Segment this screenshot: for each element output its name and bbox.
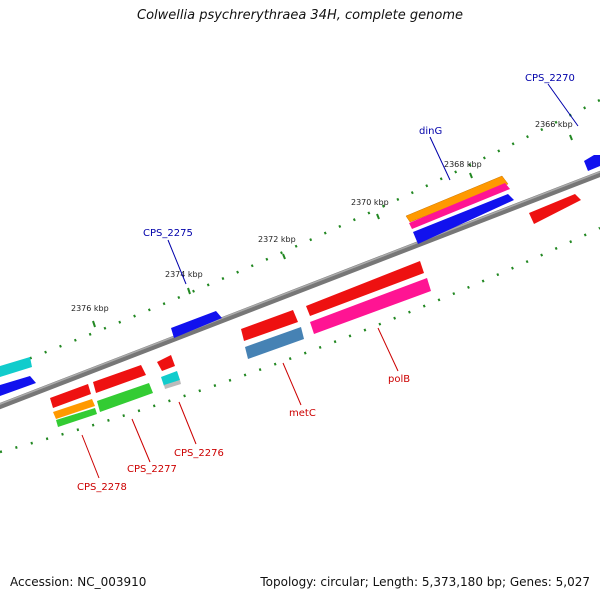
gene-dinG-b[interactable] xyxy=(409,183,510,229)
tick-label-2368: 2368 kbp xyxy=(444,160,482,169)
tick-label-2372: 2372 kbp xyxy=(258,235,296,244)
leader-cps2278 xyxy=(81,434,100,479)
tick-label-2370: 2370 kbp xyxy=(351,198,389,207)
gene-left-blue[interactable] xyxy=(0,376,36,396)
gene-cps2276-gray[interactable] xyxy=(164,380,181,389)
leader-polB xyxy=(377,327,399,372)
tick-label-2374: 2374 kbp xyxy=(165,270,203,279)
leader-dinG xyxy=(429,136,451,181)
gene-left-cyan[interactable] xyxy=(0,357,32,377)
gene-dinG-a[interactable] xyxy=(405,175,509,223)
major-tick xyxy=(282,253,286,260)
gene-polB-red[interactable] xyxy=(306,261,424,316)
gene-cps2276-red[interactable] xyxy=(157,355,175,371)
gene-label-cps2270[interactable]: CPS_2270 xyxy=(525,73,575,84)
major-tick xyxy=(569,134,573,141)
leader-cps2277 xyxy=(131,418,151,463)
genome-backbone xyxy=(0,170,600,410)
gene-cps2277-red[interactable] xyxy=(93,365,146,393)
tick-label-2366: 2366 kbp xyxy=(535,120,573,129)
leader-cps2275 xyxy=(167,239,187,285)
gene-label-cps2275[interactable]: CPS_2275 xyxy=(143,228,193,239)
reverse-genes xyxy=(50,194,581,427)
major-tick xyxy=(376,213,380,220)
gene-dinG-c[interactable] xyxy=(413,194,514,244)
gene-cps2277-green[interactable] xyxy=(97,383,153,412)
gene-label-polB[interactable]: polB xyxy=(388,374,410,385)
gene-metC-blue[interactable] xyxy=(245,327,304,359)
leader-cps2276 xyxy=(178,401,197,445)
leader-lines xyxy=(81,83,579,479)
gene-label-cps2277[interactable]: CPS_2277 xyxy=(127,464,177,475)
leader-cps2270 xyxy=(547,83,579,127)
gene-cps2278-green[interactable] xyxy=(56,408,97,427)
genome-backbone-highlight xyxy=(0,171,600,405)
gene-right-red[interactable] xyxy=(529,194,581,224)
major-tick xyxy=(469,172,473,179)
gene-cps2278-orange[interactable] xyxy=(53,399,95,419)
gene-polB-pink[interactable] xyxy=(310,278,431,334)
gene-label-cps2276[interactable]: CPS_2276 xyxy=(174,448,224,459)
gene-label-cps2278[interactable]: CPS_2278 xyxy=(77,482,127,493)
accession-text: Accession: NC_003910 xyxy=(10,575,147,589)
gene-cps2276-cyan[interactable] xyxy=(161,371,180,386)
major-tick xyxy=(187,287,191,295)
gene-metC-red[interactable] xyxy=(241,310,298,341)
forward-genes xyxy=(0,155,600,396)
gene-cps2270[interactable] xyxy=(584,155,600,171)
gene-cps2275[interactable] xyxy=(171,311,222,338)
gene-label-metC[interactable]: metC xyxy=(289,408,316,419)
leader-metC xyxy=(282,362,302,406)
map-title: Colwellia psychrerythraea 34H, complete … xyxy=(137,8,463,23)
major-tick xyxy=(92,320,96,328)
topology-text: Topology: circular; Length: 5,373,180 bp… xyxy=(260,575,590,589)
gene-cps2278-red[interactable] xyxy=(50,384,91,408)
tick-label-2376: 2376 kbp xyxy=(71,304,109,313)
gene-label-dinG[interactable]: dinG xyxy=(419,126,442,137)
